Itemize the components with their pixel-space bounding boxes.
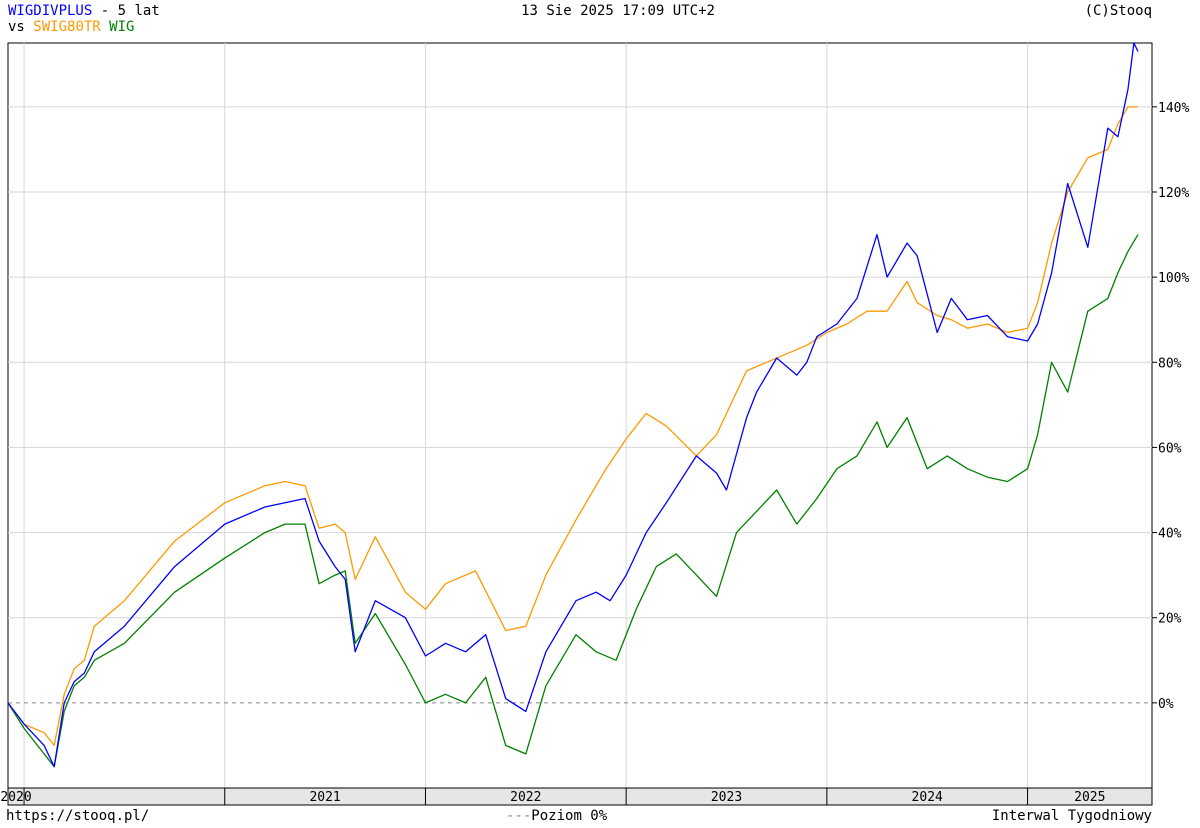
period-label: - 5 lat	[92, 3, 160, 19]
y-tick-label: 80%	[1158, 356, 1182, 371]
y-tick-label: 100%	[1158, 271, 1189, 286]
series-lines	[7, 42, 1139, 768]
interval-label: Interwal Tygodniowy	[991, 808, 1152, 824]
x-tick-label: 2020	[0, 790, 31, 805]
legend-series-swig80tr[interactable]: SWIG80TR	[33, 19, 101, 35]
chart-date: 13 Sie 2025 17:09 UTC+2	[521, 3, 715, 19]
x-axis-band	[7, 787, 1153, 806]
grid	[8, 43, 1152, 788]
y-tick-label: 20%	[1158, 612, 1182, 627]
x-tick-label: 2023	[711, 790, 742, 805]
x-axis-ticks: 2020 2021 2022 2023 2024 2025	[0, 788, 1105, 805]
legend-compare-row: vs SWIG80TR WIG	[8, 19, 160, 35]
x-tick-label: 2022	[510, 790, 541, 805]
y-tick-label: 60%	[1158, 441, 1182, 456]
x-tick-label: 2025	[1074, 790, 1105, 805]
source-url-link[interactable]: https://stooq.pl/	[6, 808, 150, 824]
series-line-swig80tr	[7, 106, 1138, 747]
zero-level-legend: ---Poziom 0%	[506, 808, 607, 824]
y-tick-label: 40%	[1158, 527, 1182, 542]
plot-frame	[7, 42, 1153, 789]
y-tick-label: 120%	[1158, 186, 1189, 201]
y-tick-label: 140%	[1158, 101, 1189, 116]
chart-legend: WIGDIVPLUS - 5 lat vs SWIG80TR WIG	[8, 3, 160, 35]
vs-label: vs	[8, 19, 34, 35]
x-tick-label: 2024	[912, 790, 943, 805]
legend-series-wigdivplus[interactable]: WIGDIVPLUS	[8, 3, 93, 19]
dashed-line-symbol: ---	[506, 808, 532, 824]
zero-level-label: Poziom 0%	[531, 808, 608, 824]
copyright-label: (C)Stooq	[1084, 3, 1152, 19]
series-line-wigdivplus	[7, 42, 1139, 768]
y-tick-label: 0%	[1158, 697, 1174, 712]
legend-series-wig[interactable]: WIG	[109, 19, 135, 35]
x-tick-label: 2021	[309, 790, 340, 805]
series-line-wig	[7, 234, 1139, 768]
y-axis-ticks: 0% 20% 40% 60% 80% 100% 120% 140%	[1152, 101, 1189, 712]
